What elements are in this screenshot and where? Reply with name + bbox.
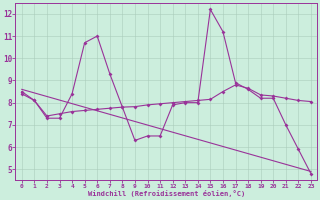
X-axis label: Windchill (Refroidissement éolien,°C): Windchill (Refroidissement éolien,°C) — [88, 190, 245, 197]
